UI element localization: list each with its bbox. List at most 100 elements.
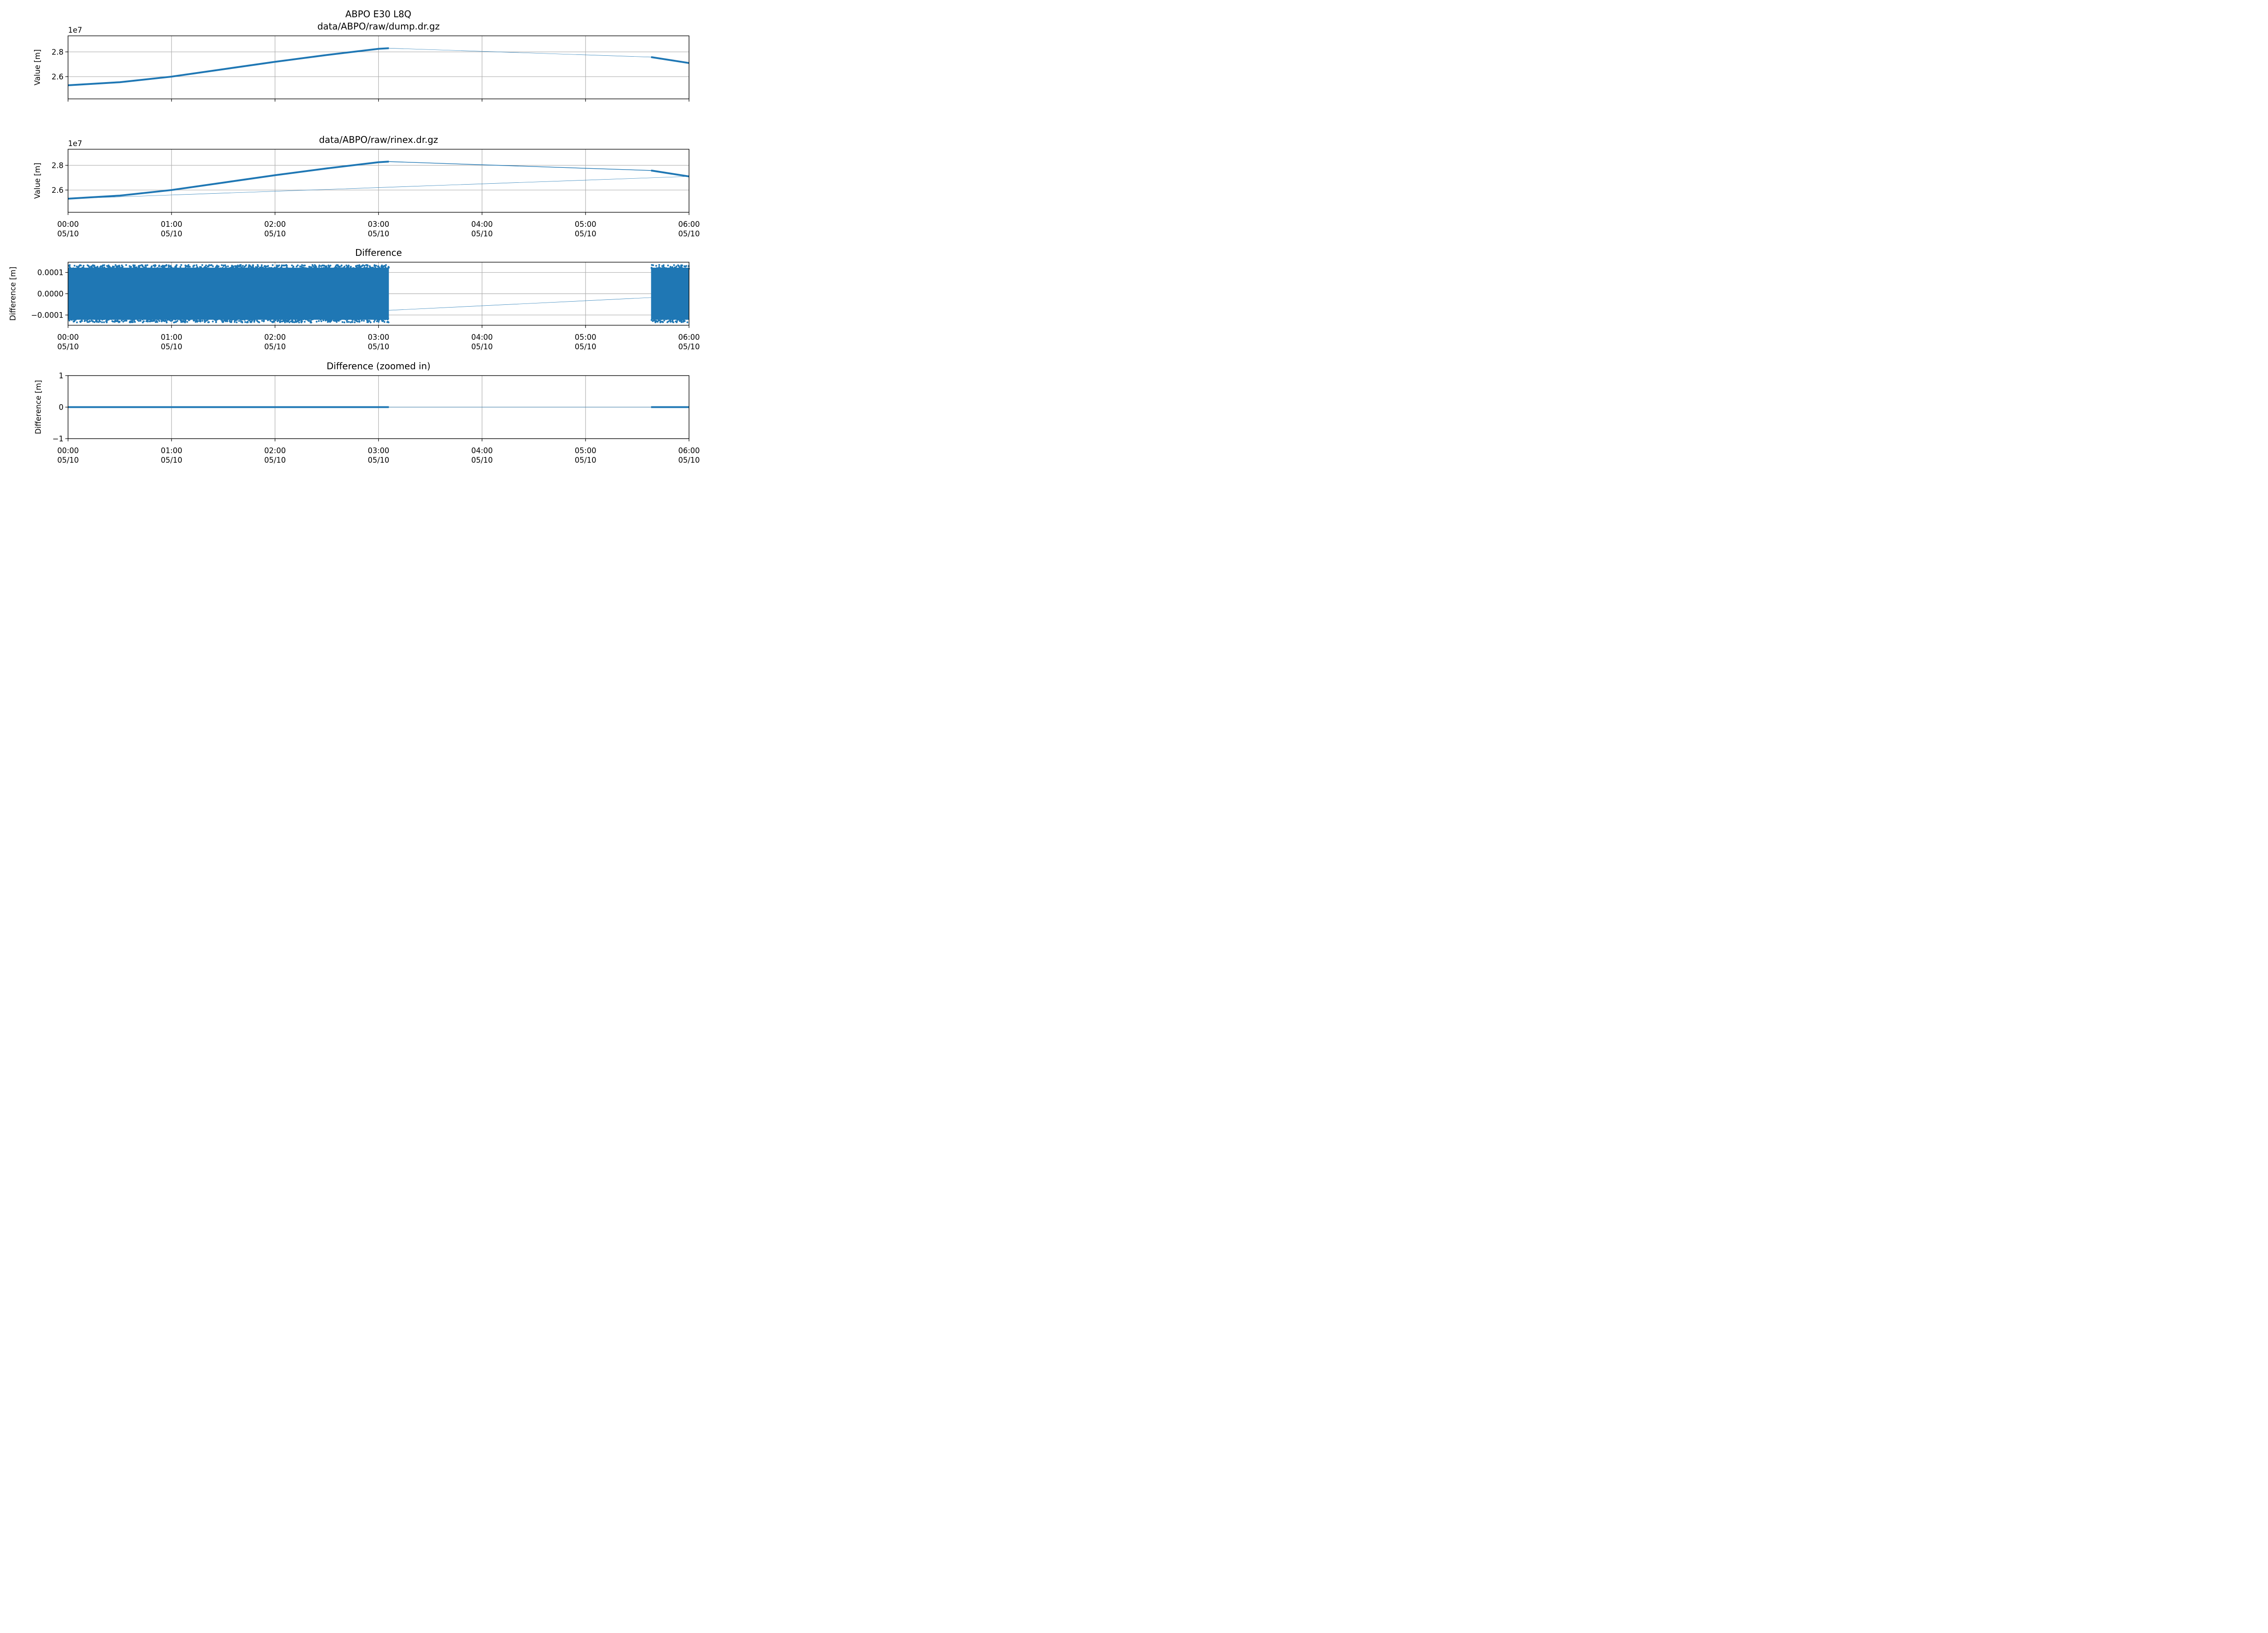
- scatter-point: [316, 321, 318, 323]
- scatter-point: [294, 319, 297, 322]
- scatter-point: [106, 265, 108, 267]
- scatter-point: [270, 267, 273, 269]
- scatter-point: [352, 267, 355, 269]
- scatter-point: [87, 264, 89, 266]
- scatter-point: [361, 319, 363, 321]
- scatter-point: [83, 267, 85, 269]
- scatter-point: [230, 318, 233, 321]
- scatter-point: [125, 320, 127, 322]
- scatter-point: [221, 319, 223, 322]
- scatter-point: [310, 266, 313, 268]
- x-tick-label-date: 05/10: [471, 342, 493, 351]
- scatter-point: [267, 265, 269, 267]
- y-tick-label: −0.0001: [31, 311, 64, 319]
- x-tick-label-time: 04:00: [471, 446, 493, 455]
- scatter-point: [146, 268, 148, 270]
- scatter-point: [201, 264, 203, 266]
- scatter-point: [651, 318, 654, 320]
- y-tick-label: 2.6: [52, 186, 64, 195]
- x-tick-label-date: 05/10: [57, 456, 79, 464]
- y-tick-label: 2.6: [52, 73, 64, 81]
- x-tick-label-time: 03:00: [368, 333, 390, 342]
- scatter-point: [121, 319, 123, 322]
- scatter-point: [77, 266, 79, 269]
- scatter-point: [359, 267, 362, 269]
- scatter-point: [379, 318, 381, 320]
- scatter-point: [176, 320, 178, 322]
- scatter-point: [129, 320, 132, 323]
- scatter-point: [96, 321, 98, 323]
- y-tick-label: 2.8: [52, 48, 64, 56]
- scatter-point: [214, 318, 216, 321]
- scatter-point: [266, 318, 268, 320]
- scatter-points-2: [650, 264, 690, 323]
- scatter-points-1: [68, 264, 390, 323]
- scatter-point: [215, 318, 217, 320]
- scatter-point: [683, 265, 685, 268]
- scatter-point: [376, 320, 378, 323]
- scatter-point: [271, 321, 273, 323]
- scatter-point: [239, 265, 241, 268]
- scatter-point: [661, 265, 663, 267]
- scatter-point: [200, 266, 202, 268]
- series-line-1: [68, 161, 389, 200]
- scatter-point: [122, 321, 124, 323]
- scatter-point: [323, 264, 325, 267]
- scatter-point: [342, 318, 344, 320]
- scatter-point: [240, 264, 242, 266]
- scatter-point: [138, 266, 140, 268]
- scatter-point: [189, 318, 191, 321]
- scatter-point: [357, 318, 360, 321]
- scatter-point: [131, 318, 133, 320]
- y-tick-label: 2.8: [52, 161, 64, 170]
- scatter-point: [140, 268, 142, 270]
- scatter-point: [283, 264, 285, 267]
- x-tick-label-date: 05/10: [264, 230, 286, 238]
- scatter-point: [99, 320, 101, 323]
- scatter-point: [241, 321, 244, 323]
- scatter-point: [94, 266, 97, 269]
- scatter-point: [242, 267, 244, 269]
- scatter-point: [666, 321, 669, 323]
- scatter-point: [384, 268, 386, 270]
- scatter-point: [68, 319, 70, 322]
- scatter-point: [197, 320, 199, 322]
- x-tick-label-time: 05:00: [575, 220, 596, 229]
- scatter-point: [142, 318, 144, 321]
- scatter-point: [118, 320, 120, 323]
- axis-offset-label: 1e7: [68, 26, 82, 34]
- scatter-point: [111, 320, 113, 323]
- scatter-point: [187, 264, 190, 267]
- scatter-point: [225, 265, 227, 268]
- panel-3: 0.00010.0000−0.000100:0005/1001:0005/100…: [9, 247, 700, 351]
- scatter-point: [217, 265, 220, 268]
- x-tick-label-time: 00:00: [57, 333, 79, 342]
- scatter-point: [263, 320, 265, 323]
- scatter-point: [89, 320, 91, 323]
- scatter-point: [335, 264, 337, 267]
- scatter-point: [96, 268, 98, 270]
- scatter-point: [337, 320, 340, 322]
- scatter-point: [101, 267, 103, 269]
- scatter-point: [133, 319, 135, 321]
- scatter-point: [658, 268, 660, 270]
- scatter-point: [153, 319, 156, 322]
- scatter-point: [101, 318, 103, 321]
- y-axis-label: Difference [m]: [9, 267, 17, 321]
- scatter-point: [377, 321, 380, 323]
- x-tick-label-time: 01:00: [161, 220, 182, 229]
- scatter-point: [88, 265, 90, 268]
- scatter-point: [195, 318, 197, 321]
- scatter-point: [316, 318, 318, 320]
- scatter-point: [329, 321, 331, 323]
- scatter-point: [281, 264, 283, 267]
- scatter-point: [171, 318, 174, 320]
- scatter-point: [274, 319, 276, 321]
- scatter-point: [212, 265, 214, 267]
- x-tick-label-time: 02:00: [264, 220, 286, 229]
- scatter-point: [339, 265, 341, 268]
- scatter-point: [163, 320, 166, 322]
- scatter-point: [386, 321, 388, 323]
- scatter-point: [237, 268, 240, 270]
- x-tick-label-date: 05/10: [161, 342, 182, 351]
